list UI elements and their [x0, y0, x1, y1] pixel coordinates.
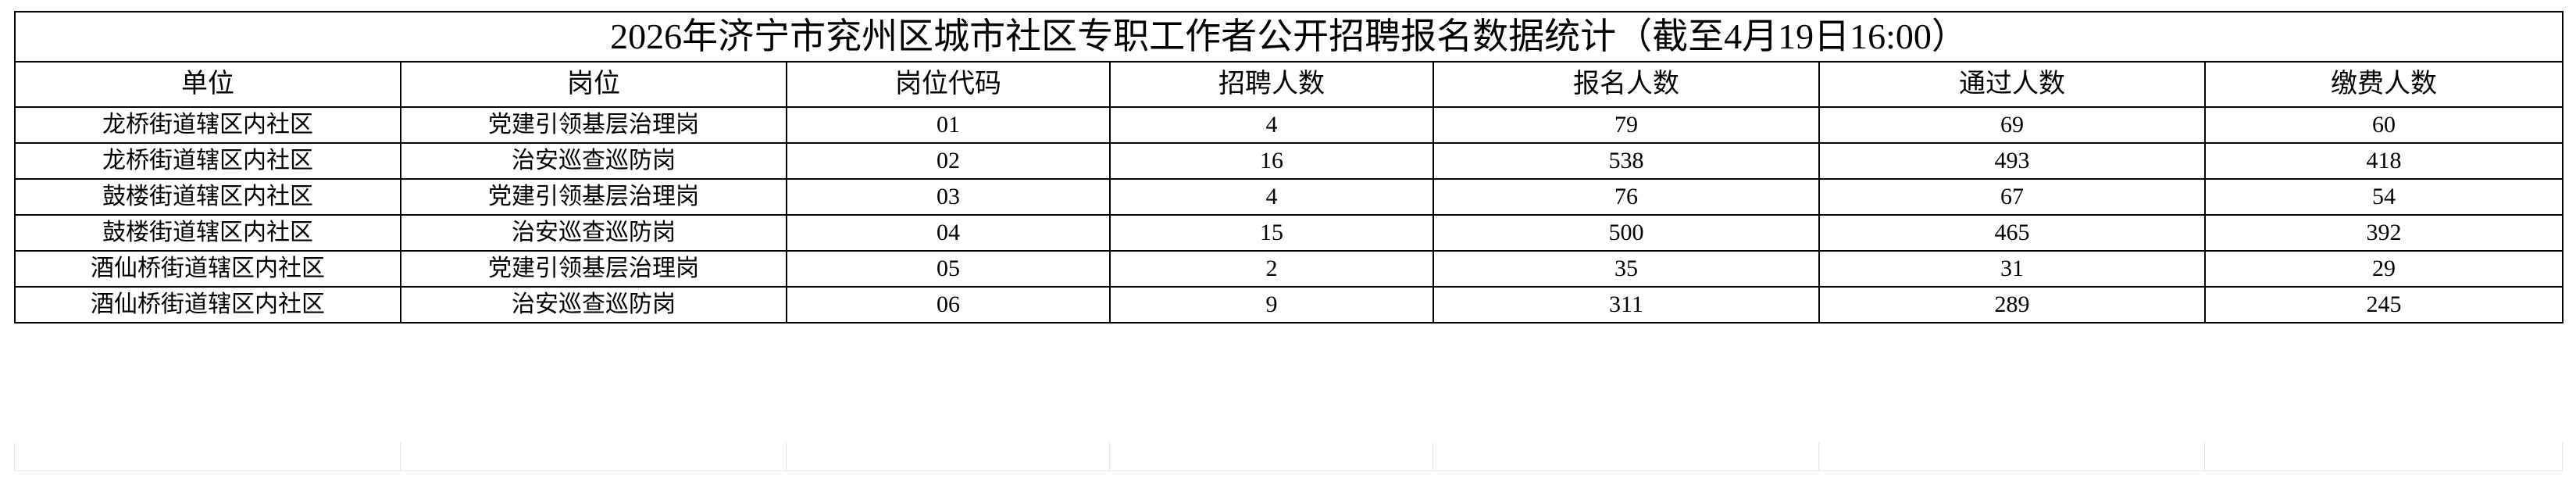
cell-recruit-count[interactable]: 4 — [1109, 106, 1434, 144]
cell-position[interactable]: 党建引领基层治理岗 — [400, 106, 787, 144]
cell-code[interactable]: 01 — [786, 106, 1111, 144]
table-row[interactable]: 酒仙桥街道辖区内社区 治安巡查巡防岗 06 9 311 289 245 — [14, 286, 2564, 324]
column-header-paid-count[interactable]: 缴费人数 — [2203, 61, 2564, 108]
cell-code[interactable]: 06 — [786, 286, 1111, 324]
cell-applied-count[interactable]: 538 — [1432, 142, 1820, 180]
table-row[interactable]: 鼓楼街道辖区内社区 治安巡查巡防岗 04 15 500 465 392 — [14, 214, 2564, 252]
header-row: 单位 岗位 岗位代码 招聘人数 报名人数 通过人数 缴费人数 — [14, 61, 2564, 108]
cell-passed-count[interactable]: 289 — [1818, 286, 2206, 324]
cell-applied-count[interactable]: 35 — [1432, 250, 1820, 288]
cell-position[interactable]: 治安巡查巡防岗 — [400, 214, 787, 252]
cell-position[interactable]: 治安巡查巡防岗 — [400, 142, 787, 180]
ghost-cell[interactable] — [400, 442, 787, 471]
column-header-recruit-count[interactable]: 招聘人数 — [1109, 61, 1434, 108]
cell-recruit-count[interactable]: 15 — [1109, 214, 1434, 252]
table-row[interactable]: 鼓楼街道辖区内社区 党建引领基层治理岗 03 4 76 67 54 — [14, 178, 2564, 216]
table-row[interactable]: 龙桥街道辖区内社区 党建引领基层治理岗 01 4 79 69 60 — [14, 106, 2564, 144]
cell-paid-count[interactable]: 29 — [2203, 250, 2564, 288]
cell-paid-count[interactable]: 60 — [2203, 106, 2564, 144]
cell-unit[interactable]: 酒仙桥街道辖区内社区 — [14, 250, 401, 288]
cell-recruit-count[interactable]: 9 — [1109, 286, 1434, 324]
table-row[interactable]: 酒仙桥街道辖区内社区 党建引领基层治理岗 05 2 35 31 29 — [14, 250, 2564, 288]
cell-passed-count[interactable]: 493 — [1818, 142, 2206, 180]
cell-applied-count[interactable]: 79 — [1432, 106, 1820, 144]
cell-code[interactable]: 04 — [786, 214, 1111, 252]
ghost-row — [14, 442, 2563, 471]
cell-paid-count[interactable]: 54 — [2203, 178, 2564, 216]
table-row[interactable]: 龙桥街道辖区内社区 治安巡查巡防岗 02 16 538 493 418 — [14, 142, 2564, 180]
cell-recruit-count[interactable]: 4 — [1109, 178, 1434, 216]
cell-unit[interactable]: 鼓楼街道辖区内社区 — [14, 178, 401, 216]
cell-passed-count[interactable]: 69 — [1818, 106, 2206, 144]
column-header-unit[interactable]: 单位 — [14, 61, 401, 108]
cell-unit[interactable]: 龙桥街道辖区内社区 — [14, 106, 401, 144]
cell-paid-count[interactable]: 245 — [2203, 286, 2564, 324]
column-header-position[interactable]: 岗位 — [400, 61, 787, 108]
cell-position[interactable]: 党建引领基层治理岗 — [400, 178, 787, 216]
cell-code[interactable]: 05 — [786, 250, 1111, 288]
ghost-cell[interactable] — [1432, 442, 1819, 471]
cell-code[interactable]: 03 — [786, 178, 1111, 216]
cell-position[interactable]: 党建引领基层治理岗 — [400, 250, 787, 288]
cell-position[interactable]: 治安巡查巡防岗 — [400, 286, 787, 324]
cell-applied-count[interactable]: 76 — [1432, 178, 1820, 216]
ghost-cell[interactable] — [1818, 442, 2205, 471]
table-title: 2026年济宁市兖州区城市社区专职工作者公开招聘报名数据统计（截至4月19日16… — [13, 11, 2564, 63]
cell-paid-count[interactable]: 392 — [2203, 214, 2564, 252]
cell-unit[interactable]: 酒仙桥街道辖区内社区 — [14, 286, 401, 324]
column-header-passed-count[interactable]: 通过人数 — [1818, 61, 2206, 108]
ghost-cell[interactable] — [14, 442, 401, 471]
cell-passed-count[interactable]: 465 — [1818, 214, 2206, 252]
empty-trailing-row — [14, 442, 2563, 471]
cell-unit[interactable]: 龙桥街道辖区内社区 — [14, 142, 401, 180]
ghost-cell[interactable] — [2204, 442, 2563, 471]
cell-applied-count[interactable]: 311 — [1432, 286, 1820, 324]
column-header-applied-count[interactable]: 报名人数 — [1432, 61, 1820, 108]
ghost-cell[interactable] — [786, 442, 1110, 471]
cell-passed-count[interactable]: 67 — [1818, 178, 2206, 216]
cell-recruit-count[interactable]: 16 — [1109, 142, 1434, 180]
statistics-table: 2026年济宁市兖州区城市社区专职工作者公开招聘报名数据统计（截至4月19日16… — [13, 11, 2564, 324]
cell-unit[interactable]: 鼓楼街道辖区内社区 — [14, 214, 401, 252]
cell-recruit-count[interactable]: 2 — [1109, 250, 1434, 288]
ghost-cell[interactable] — [1109, 442, 1433, 471]
cell-applied-count[interactable]: 500 — [1432, 214, 1820, 252]
cell-code[interactable]: 02 — [786, 142, 1111, 180]
column-header-code[interactable]: 岗位代码 — [786, 61, 1111, 108]
cell-paid-count[interactable]: 418 — [2203, 142, 2564, 180]
title-row: 2026年济宁市兖州区城市社区专职工作者公开招聘报名数据统计（截至4月19日16… — [13, 11, 2564, 63]
cell-passed-count[interactable]: 31 — [1818, 250, 2206, 288]
